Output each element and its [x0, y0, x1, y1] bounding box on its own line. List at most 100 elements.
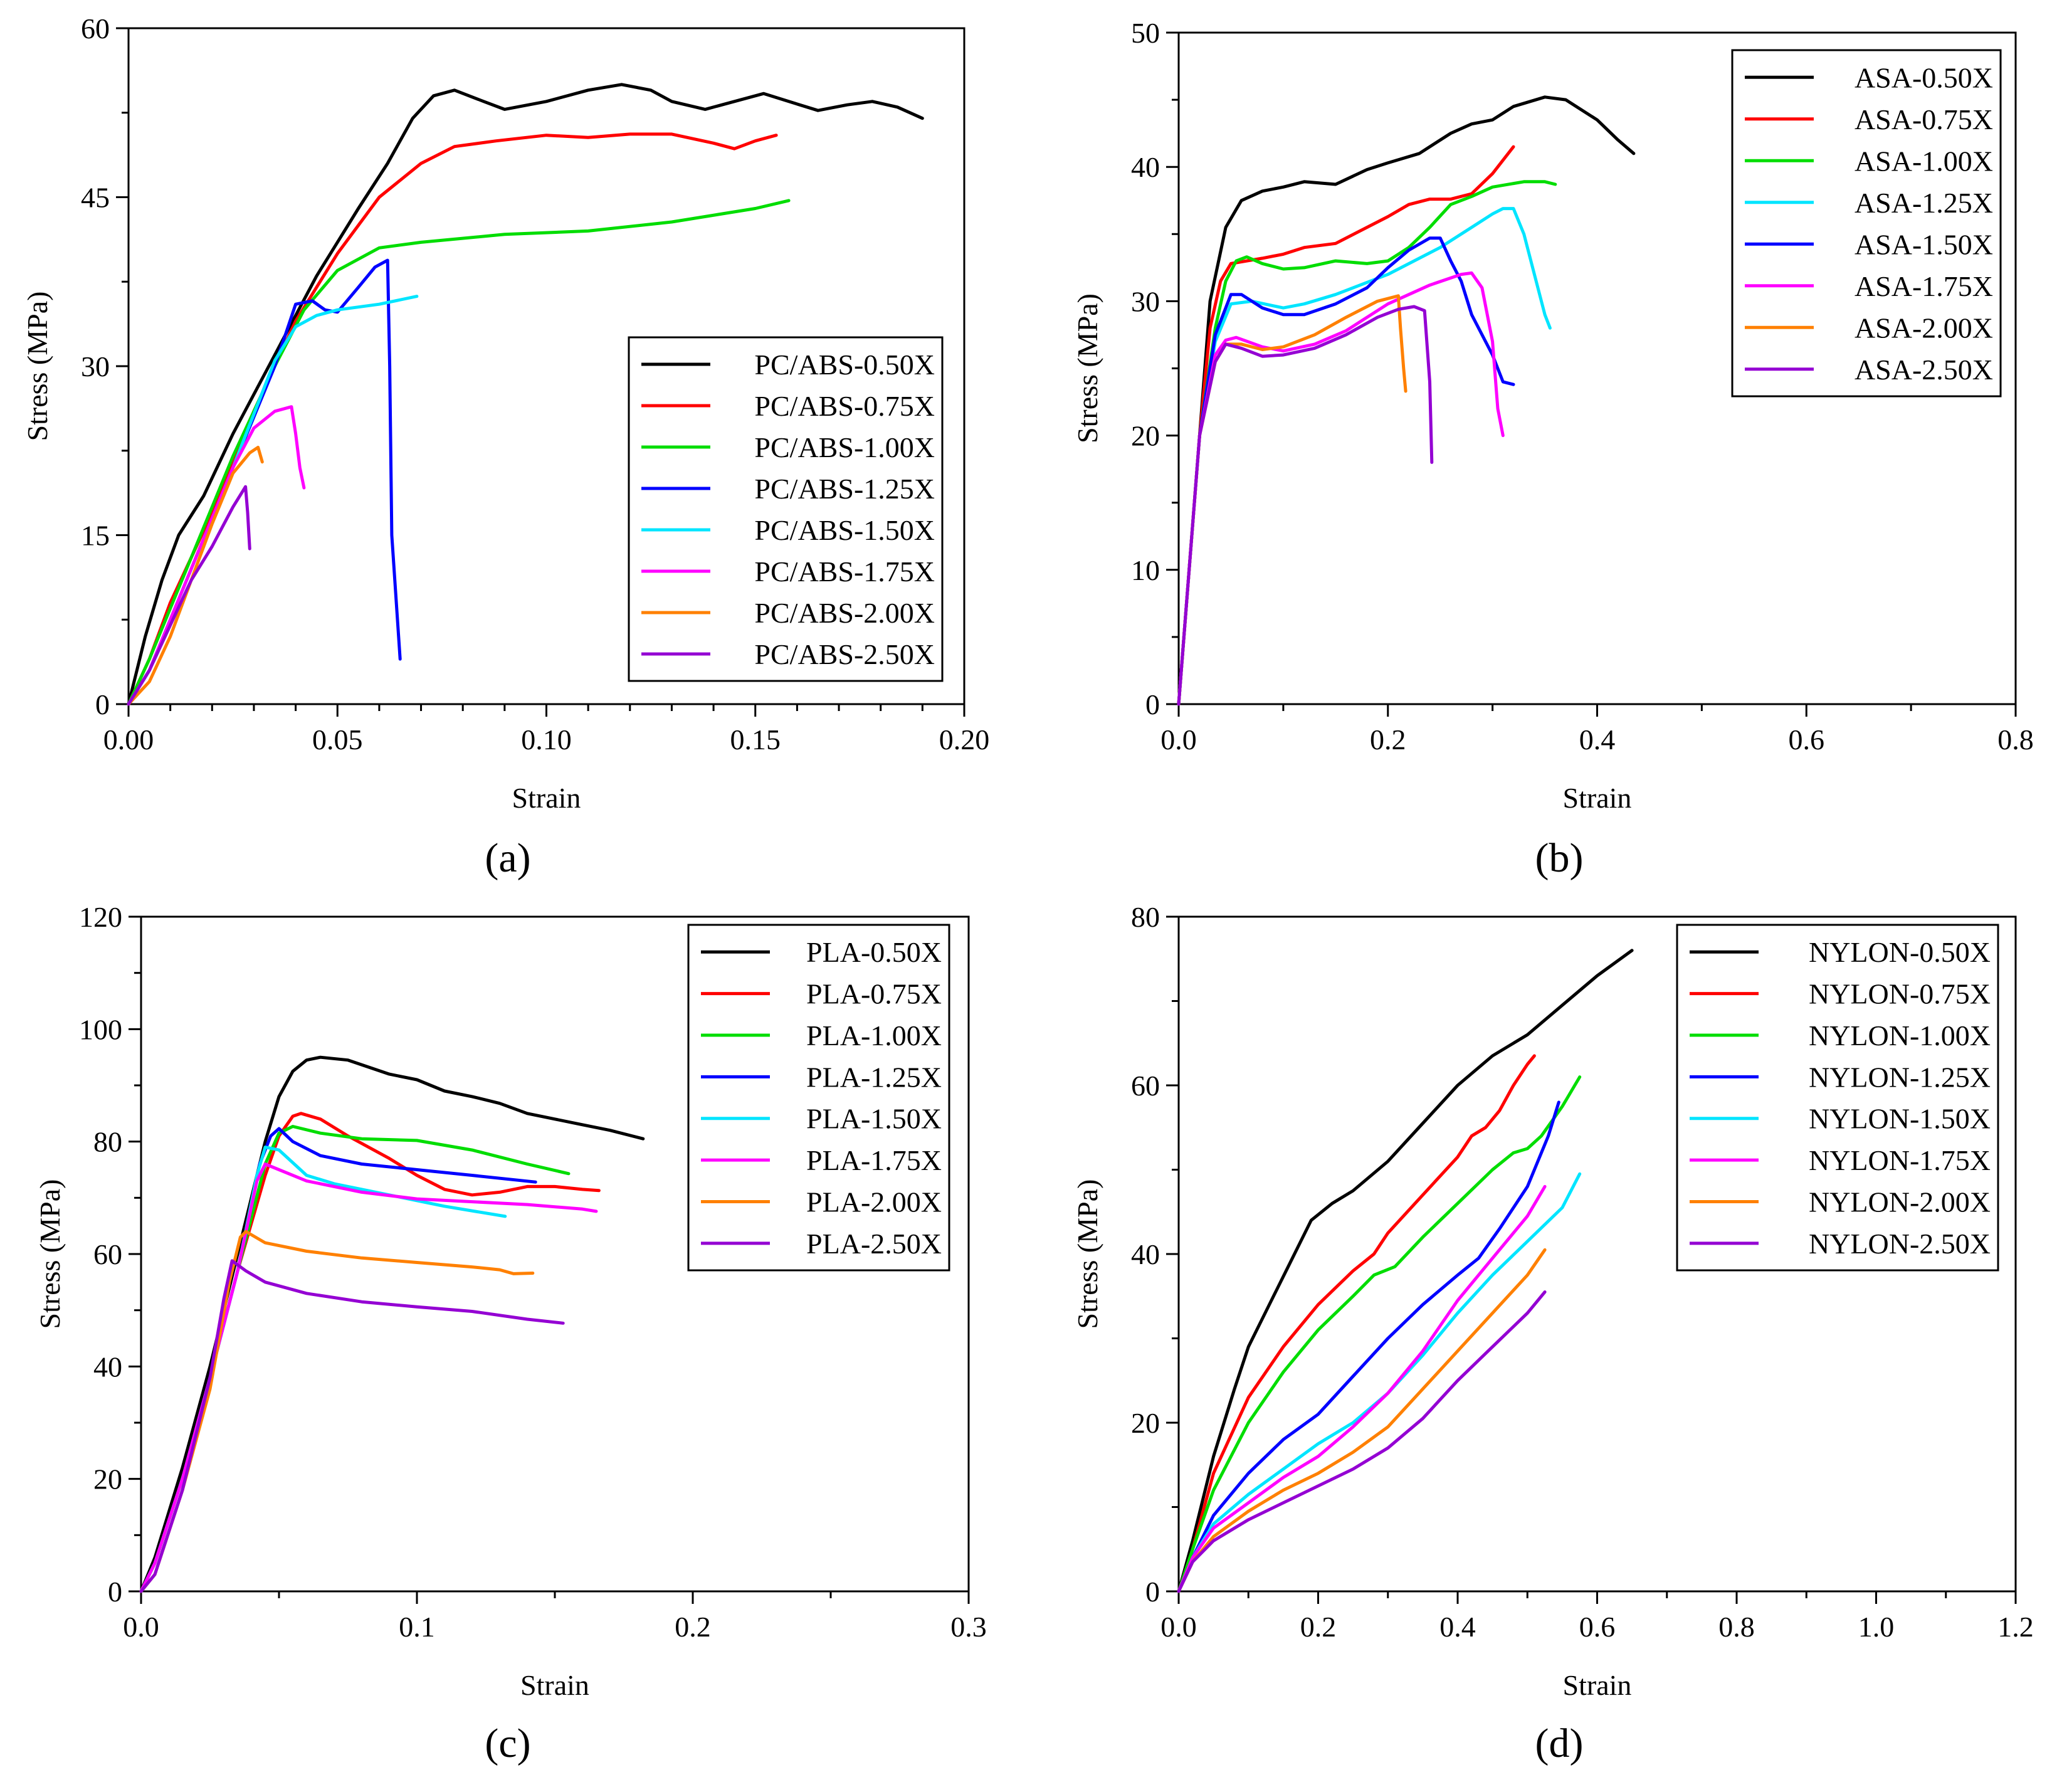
x-tick-label: 0.2 [1300, 1611, 1337, 1643]
y-tick-label: 15 [81, 520, 110, 552]
panel-label: (b) [1535, 835, 1584, 881]
x-tick-label: 0.4 [1579, 724, 1616, 756]
x-tick-label: 0.15 [730, 724, 781, 756]
legend-box [1676, 924, 1999, 1272]
legend-entry: PC/ABS-1.25X [754, 473, 935, 505]
panel-label: (a) [485, 835, 530, 881]
x-tick-label: 0.8 [1997, 724, 2034, 756]
y-axis-label: Stress (MPa) [1071, 1179, 1103, 1329]
legend-entry: NYLON-2.00X [1809, 1186, 1991, 1218]
legend-box [1731, 49, 2002, 398]
legend-entry: ASA-2.00X [1855, 312, 1993, 344]
series-line [127, 83, 924, 706]
legend-entry: PLA-0.75X [806, 978, 942, 1010]
y-tick-label: 100 [79, 1013, 122, 1045]
y-tick-label: 80 [93, 1126, 122, 1158]
x-tick-label: 0.0 [123, 1611, 159, 1643]
series-line [1177, 207, 1552, 706]
legend-entry: PLA-1.75X [806, 1144, 942, 1176]
legend-entry: ASA-1.25X [1855, 187, 1993, 219]
y-tick-label: 20 [93, 1463, 122, 1495]
y-tick-label: 0 [95, 688, 110, 720]
y-tick-label: 60 [81, 13, 110, 45]
legend-entry: NYLON-1.50X [1809, 1103, 1991, 1135]
series-line [139, 1125, 571, 1593]
x-tick-label: 0.3 [950, 1611, 987, 1643]
y-tick-label: 0 [1145, 1576, 1160, 1608]
legend-entry: PLA-1.25X [806, 1061, 942, 1093]
series-line [1177, 1248, 1547, 1593]
legend-entry: NYLON-2.50X [1809, 1228, 1991, 1260]
legend-entry: ASA-1.00X [1855, 145, 1993, 177]
y-tick-label: 20 [1131, 420, 1160, 452]
series-line [1177, 236, 1515, 706]
legend-entry: PLA-1.50X [806, 1103, 942, 1135]
y-tick-label: 45 [81, 182, 110, 214]
series-line [139, 1259, 565, 1593]
x-tick-label: 0.0 [1160, 724, 1197, 756]
y-tick-label: 0 [108, 1576, 122, 1608]
x-tick-label: 0.8 [1718, 1611, 1755, 1643]
legend-entry: PC/ABS-0.75X [754, 390, 935, 422]
series-line [139, 1055, 645, 1593]
legend-box [628, 336, 944, 682]
panel-label: (d) [1535, 1721, 1584, 1766]
y-tick-label: 50 [1131, 17, 1160, 49]
series-line [1177, 1172, 1582, 1593]
series-line [127, 199, 791, 706]
y-axis-label: Stress (MPa) [21, 292, 53, 441]
y-tick-label: 30 [81, 350, 110, 382]
chart-panel-d: 0.0 0.2 0.4 0.6 0.8 1.0 1.2 0 20 40 60 80 Strain Stre… [1071, 901, 2034, 1766]
series-line [127, 405, 306, 706]
chart-panel-b: 0.0 0.2 0.4 0.6 0.8 0 10 20 30 40 50 Strain Stress (… [1071, 17, 2034, 881]
series-line [1177, 305, 1434, 706]
y-axis-label: Stress (MPa) [34, 1179, 66, 1329]
y-axis-label: Stress (MPa) [1071, 293, 1103, 443]
series-line [1177, 1054, 1536, 1593]
series-line [127, 445, 264, 706]
series-line [1177, 145, 1515, 706]
x-axis-label: Strain [1563, 1669, 1632, 1701]
y-tick-label: 60 [93, 1238, 122, 1270]
x-tick-label: 0.10 [521, 724, 572, 756]
y-tick-label: 60 [1131, 1070, 1160, 1102]
x-tick-label: 0.6 [1789, 724, 1825, 756]
legend-entry: PC/ABS-1.00X [754, 431, 935, 463]
x-tick-label: 0.4 [1439, 1611, 1476, 1643]
series-line [1177, 1184, 1547, 1593]
x-tick-label: 0.00 [103, 724, 154, 756]
legend-entry: PC/ABS-1.75X [754, 556, 935, 588]
x-axis-label: Strain [520, 1669, 589, 1701]
y-tick-label: 40 [1131, 151, 1160, 183]
legend-entry: PC/ABS-2.50X [754, 638, 935, 670]
legend-entry: ASA-1.50X [1855, 228, 1993, 260]
x-tick-label: 0.20 [939, 724, 990, 756]
x-tick-label: 0.1 [399, 1611, 435, 1643]
series-line [139, 1162, 598, 1593]
legend-entry: PC/ABS-2.00X [754, 597, 935, 629]
y-tick-label: 40 [1131, 1238, 1160, 1270]
legend-entry: PLA-0.50X [806, 936, 942, 968]
panel-label: (c) [485, 1721, 530, 1766]
legend-entry: ASA-1.75X [1855, 270, 1993, 302]
y-tick-label: 80 [1131, 901, 1160, 933]
legend-entry: PLA-2.00X [806, 1186, 942, 1218]
series-line [127, 132, 778, 706]
legend-entry: ASA-0.50X [1855, 61, 1993, 93]
x-tick-label: 1.2 [1997, 1611, 2034, 1643]
x-tick-label: 1.0 [1858, 1611, 1895, 1643]
x-axis-label: Strain [1563, 782, 1632, 814]
legend-entry: NYLON-1.00X [1809, 1020, 1991, 1051]
legend-entry: ASA-0.75X [1855, 103, 1993, 135]
legend-entry: NYLON-1.75X [1809, 1144, 1991, 1176]
legend-entry: NYLON-0.75X [1809, 978, 1991, 1010]
y-tick-label: 30 [1131, 285, 1160, 317]
x-tick-label: 0.2 [1370, 724, 1406, 756]
series-line [1177, 1290, 1547, 1593]
y-tick-label: 20 [1131, 1407, 1160, 1439]
y-tick-label: 10 [1131, 554, 1160, 586]
legend-entry: PC/ABS-0.50X [754, 349, 935, 381]
legend-entry: NYLON-1.25X [1809, 1061, 1991, 1093]
series-line [1177, 180, 1557, 706]
